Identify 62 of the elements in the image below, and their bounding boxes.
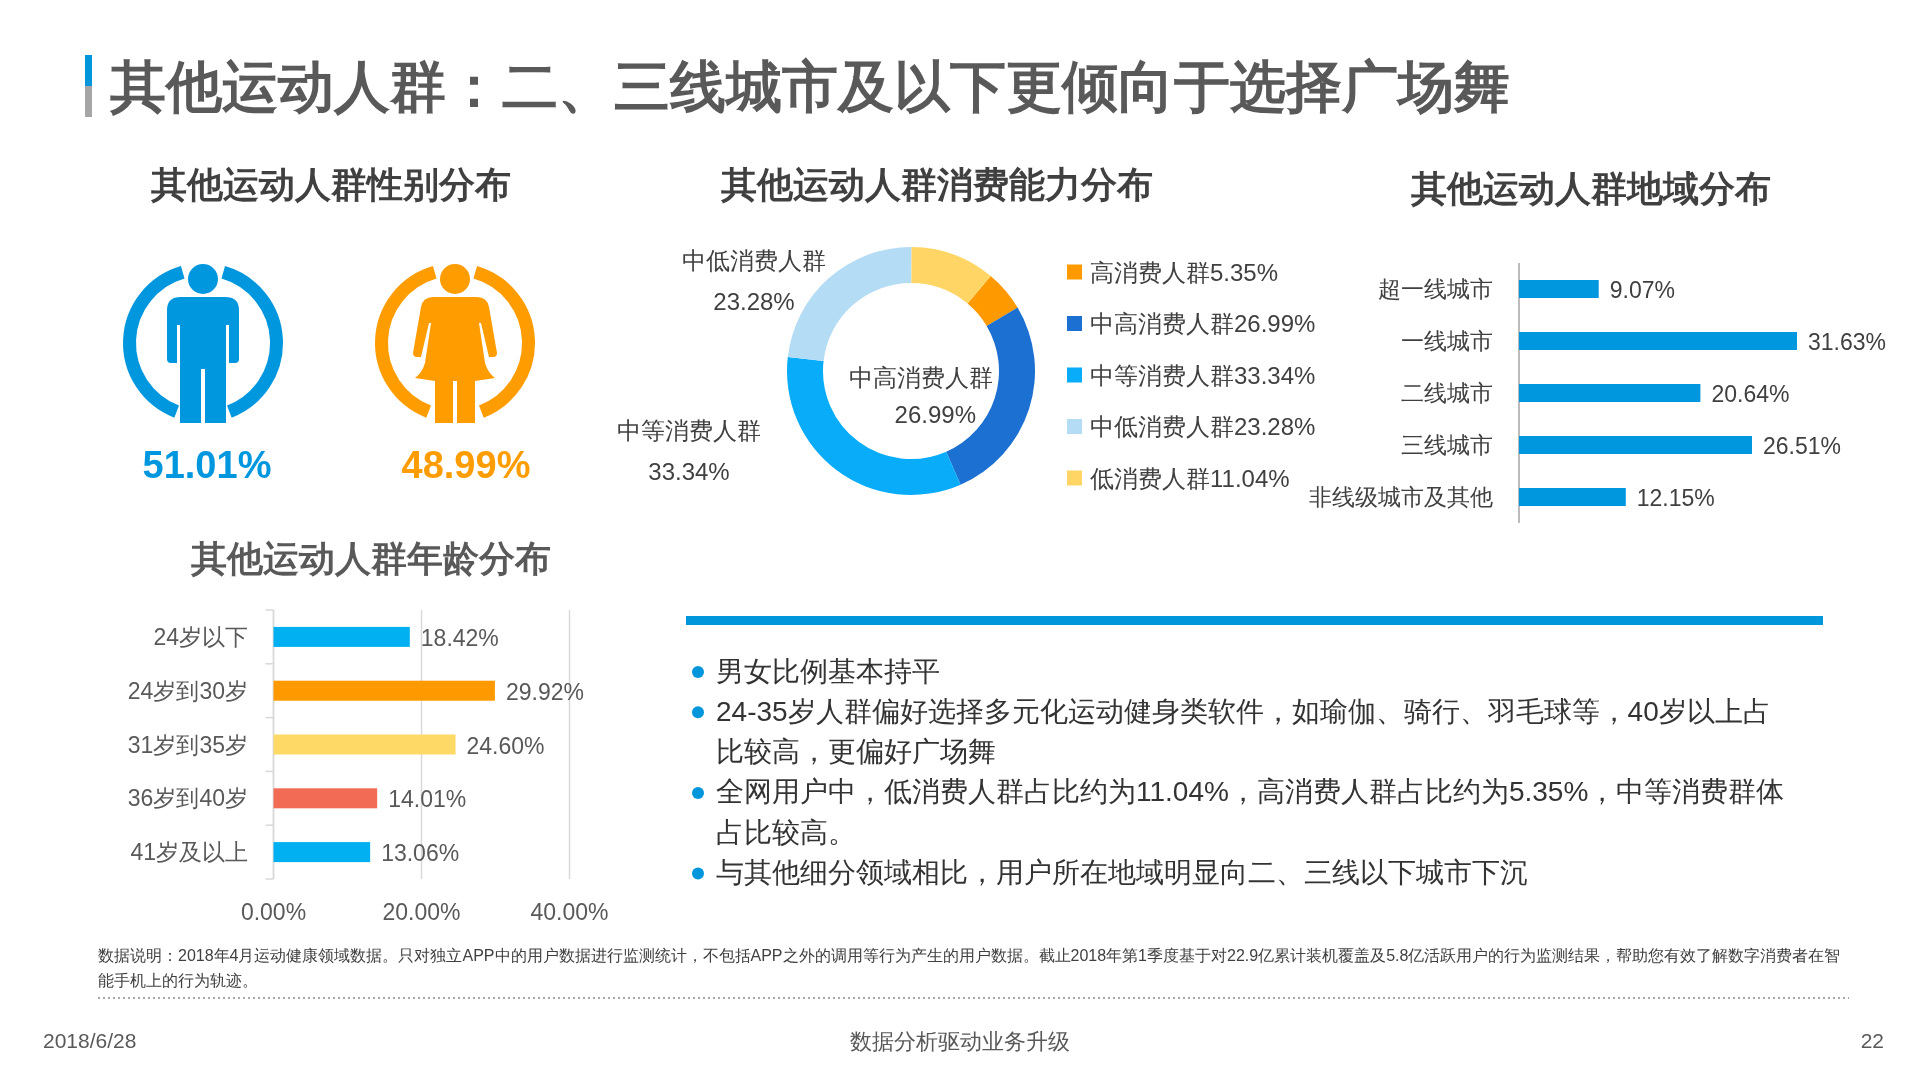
footer-text: 数据分析驱动业务升级 [850,1028,1070,1054]
chart-title: 其他运动人群地域分布 [1411,167,1771,209]
data-label: 48.99% [401,444,531,486]
chart-title: 其他运动人群性别分布 [151,163,511,205]
x-tick-label: 20.00% [382,899,461,925]
page-number: 22 [1860,1028,1884,1052]
slice-label: 中低消费人群 [682,246,826,274]
legend-label: 中等消费人群33.34% [1090,361,1316,389]
legend-label: 中高消费人群26.99% [1090,310,1316,337]
chart-title: 其他运动人群消费能力分布 [721,163,1153,205]
y-tick-label: 一线城市 [1401,328,1493,354]
data-label: 20.64% [1711,381,1790,407]
data-label: 51.01% [142,444,272,486]
y-tick-label: 二线城市 [1401,380,1493,406]
y-tick-label: 超一线城市 [1378,276,1493,302]
bar [273,788,378,809]
data-label: 12.15% [1636,485,1715,511]
data-label: 23.28% [713,287,795,315]
data-label: 33.34% [648,457,730,485]
data-label: 24.60% [466,732,545,759]
legend-label: 低消费人群11.04% [1090,464,1290,492]
data-label: 31.63% [1808,329,1887,355]
bar [1519,280,1599,298]
annotation: 比较高，更偏好广场舞 [716,736,996,768]
page-title: 其他运动人群：二、三线城市及以下更倾向于选择广场舞 [110,54,1510,118]
annotation: 24-35岁人群偏好选择多元化运动健身类软件，如瑜伽、骑行、羽毛球等，40岁以上占 [716,695,1771,727]
bar [1519,332,1797,350]
annotation: 与其他细分领域相比，用户所在地域明显向二、三线以下城市下沉 [716,857,1528,888]
chart-title: 其他运动人群年龄分布 [191,537,551,579]
bar [273,680,495,701]
data-label: 9.07% [1609,277,1675,303]
data-label: 26.99% [894,400,976,428]
data-label: 18.42% [420,624,499,651]
y-tick-label: 36岁到40岁 [127,785,248,812]
annotation: 全网用户中，低消费人群占比约为11.04%，高消费人群占比约为5.35%，中等消费群体 [716,776,1785,808]
legend-label: 高消费人群5.35% [1090,258,1279,286]
bar [273,842,371,863]
y-tick-label: 31岁到35岁 [127,731,248,758]
x-tick-label: 0.00% [240,899,307,925]
data-label: 29.92% [505,678,584,705]
source-note: 能手机上的行为轨迹。 [98,971,258,989]
y-tick-label: 24岁以下 [153,623,248,650]
data-label: 13.06% [381,840,460,867]
y-tick-label: 三线城市 [1401,432,1493,458]
source-note: 数据说明：2018年4月运动健康领域数据。只对独立APP中的用户数据进行监测统计，不包括APP之外的调用等行为产生的用户数据。截止2018年第1季度基于对22.9亿累计装机覆盖及5.8亿活跃用户的行为监测结果，帮助您有效了解数字消费者在智 [98,946,1841,964]
bar [273,734,456,755]
bar [1519,488,1626,506]
y-tick-label: 41岁及以上 [130,839,248,866]
y-tick-label: 非线级城市及其他 [1309,484,1493,510]
annotation: 占比较高。 [716,816,856,848]
slice-label: 中高消费人群 [849,363,993,391]
date: 2018/6/28 [43,1028,137,1052]
bar [1519,384,1701,402]
legend-label: 中低消费人群23.28% [1090,413,1316,440]
x-tick-label: 40.00% [530,899,609,925]
bar [1519,436,1752,454]
data-label: 14.01% [388,786,467,813]
data-label: 26.51% [1763,433,1842,459]
y-tick-label: 24岁到30岁 [127,677,248,704]
slice-label: 中等消费人群 [617,416,761,444]
annotation: 男女比例基本持平 [716,655,940,687]
bar [273,626,410,647]
